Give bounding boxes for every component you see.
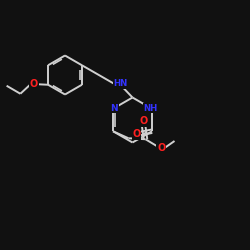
Text: NH: NH: [144, 104, 158, 113]
Text: O: O: [157, 143, 166, 153]
Text: O: O: [30, 79, 38, 89]
Text: O: O: [132, 129, 140, 139]
Text: O: O: [140, 116, 148, 126]
Text: N: N: [110, 104, 118, 113]
Text: HN: HN: [114, 80, 128, 88]
